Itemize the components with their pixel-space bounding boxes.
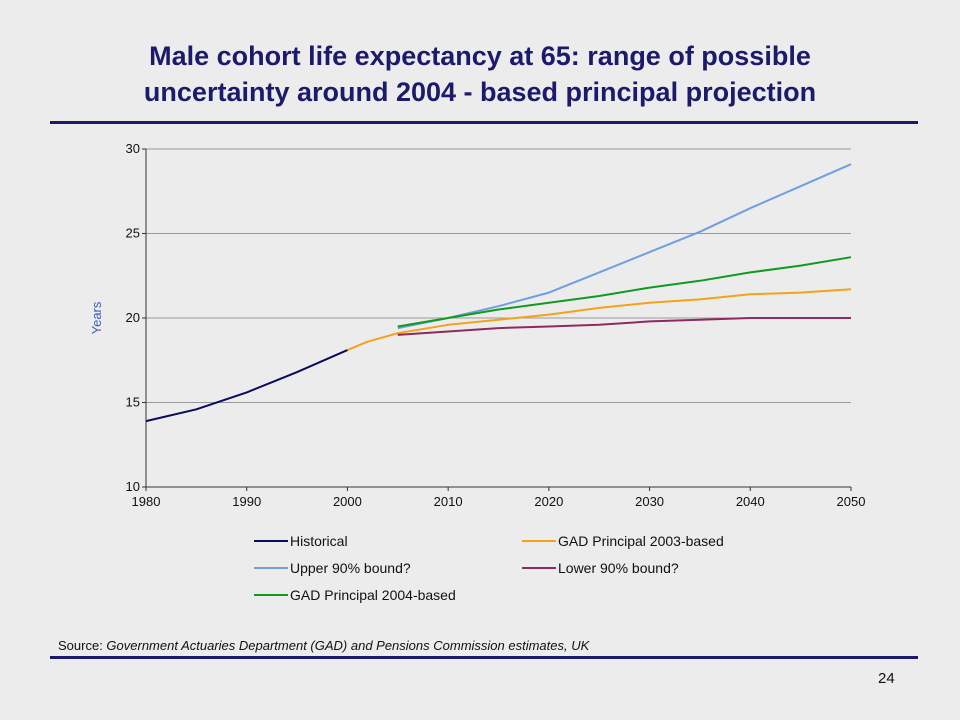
y-tick-label-30: 30	[126, 141, 140, 156]
x-tick-label-2030: 2030	[635, 494, 664, 509]
x-tick-label-2000: 2000	[333, 494, 362, 509]
x-tick-label-2040: 2040	[736, 494, 765, 509]
slide-title: Male cohort life expectancy at 65: range…	[40, 38, 920, 110]
source-prefix: Source:	[58, 638, 107, 653]
footer-divider	[50, 656, 918, 659]
series-line-lower-90-bound	[397, 317, 851, 336]
series-line-gad-principal-2003-based	[347, 288, 852, 352]
y-tick-label-25: 25	[126, 226, 140, 241]
y-tick-label-10: 10	[126, 479, 140, 494]
y-tick-label-15: 15	[126, 395, 140, 410]
x-tick-label-1990: 1990	[232, 494, 261, 509]
slide-title-line-1: Male cohort life expectancy at 65: range…	[149, 41, 811, 71]
page-number: 24	[878, 670, 895, 687]
x-tick-label-2050: 2050	[837, 494, 866, 509]
y-tick-label-20: 20	[126, 310, 140, 325]
x-tick-label-2020: 2020	[534, 494, 563, 509]
y-axis-label: Years	[89, 301, 104, 334]
legend-label-historical: Historical	[290, 533, 348, 549]
legend-label-lower-90-bound: Lower 90% bound?	[558, 560, 679, 576]
x-tick-label-1980: 1980	[132, 494, 161, 509]
legend-label-gad-principal-2004-based: GAD Principal 2004-based	[290, 587, 456, 603]
series-line-gad-principal-2004-based	[397, 256, 852, 328]
series-line-historical	[145, 349, 348, 423]
x-tick-label-2010: 2010	[434, 494, 463, 509]
legend-label-upper-90-bound: Upper 90% bound?	[290, 560, 411, 576]
legend-label-gad-principal-2003-based: GAD Principal 2003-based	[558, 533, 724, 549]
source-note: Source: Government Actuaries Department …	[58, 638, 589, 653]
series-line-upper-90-bound	[397, 163, 852, 330]
title-divider	[50, 121, 918, 124]
slide-title-line-2: uncertainty around 2004 - based principa…	[143, 77, 817, 107]
source-text: Government Actuaries Department (GAD) an…	[106, 638, 590, 653]
